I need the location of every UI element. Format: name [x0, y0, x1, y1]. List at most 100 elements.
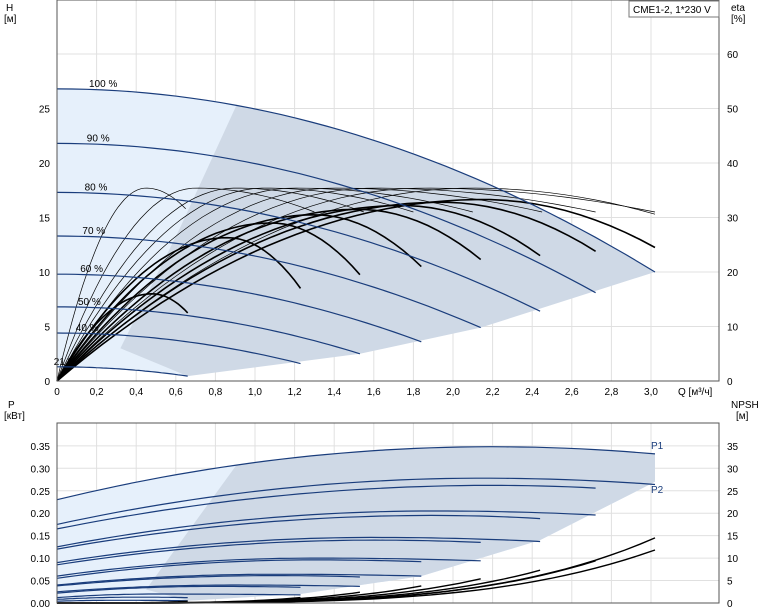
x-tick-label: 2,2	[486, 387, 500, 398]
npsh-tick-label: 10	[727, 554, 739, 565]
head-tick-label: 25	[39, 105, 51, 116]
power-tick-label: 0.30	[31, 464, 51, 475]
power-tick-label: 0.25	[31, 487, 51, 498]
eta-tick-label: 30	[727, 214, 739, 225]
power-curve	[56, 573, 422, 586]
head-curve-80	[56, 191, 541, 312]
head-curve-50	[57, 306, 361, 355]
power-curve	[56, 536, 541, 564]
eta-tick-label: 0	[727, 377, 733, 388]
x-tick-label: 1,8	[406, 387, 420, 398]
power-tick-label: 0.00	[31, 599, 51, 610]
x-tick-label: 1,0	[248, 387, 262, 398]
x-tick-label: 3,0	[644, 387, 658, 398]
efficiency-curve	[56, 198, 656, 382]
speed-labels: 100 % 90 % 80 % 70 % 60 % 50 % 40 % 21 %	[54, 79, 118, 368]
x-tick-label: 1,6	[367, 387, 381, 398]
head-curves	[56, 88, 656, 377]
npsh-tick-label: 0	[727, 599, 733, 610]
power-tick-label: 0.15	[31, 532, 51, 543]
npsh-tick-label: 25	[727, 487, 739, 498]
series-label-p1: P1	[651, 441, 664, 452]
efficiency-curve	[56, 222, 361, 382]
eta-tick-label: 10	[727, 323, 739, 334]
chart-title-box	[628, 0, 720, 18]
power-curve	[56, 514, 541, 550]
head-curve-60	[57, 273, 422, 343]
power-tick-label: 0.35	[31, 442, 51, 453]
power-curve	[56, 477, 656, 525]
iso-efficiency-curve	[56, 187, 186, 382]
head-efficiency-plot: 100 % 90 % 80 % 70 % 60 % 50 % 40 % 21 % 0 0,2 0,…	[4, 0, 746, 398]
power-curve	[56, 510, 596, 548]
power-curve	[56, 559, 422, 579]
x-tick-label: 2,0	[446, 387, 460, 398]
power-curve	[56, 584, 360, 593]
x-tick-label: 0	[54, 387, 60, 398]
iso-efficiency-curve	[56, 187, 414, 382]
efficiency-curve	[56, 236, 302, 382]
speed-label: 70 %	[82, 226, 105, 237]
y-axis-unit-eta: [%]	[731, 14, 746, 25]
iso-efficiency-curve	[56, 187, 473, 382]
head-tick-label: 10	[39, 268, 51, 279]
head-tick-label: 15	[39, 214, 51, 225]
efficiency-curve	[56, 213, 422, 382]
speed-label: 90 %	[87, 133, 110, 144]
efficiency-curve	[56, 292, 189, 382]
x-tick-labels: 0 0,2 0,4 0,6 0,8 1,0 1,2 1,4 1,6 1,8 2,0 2,2 2,4 2,6…	[54, 387, 658, 398]
speed-label: 60 %	[80, 264, 103, 275]
power-curve	[56, 593, 301, 599]
iso-efficiency-curve	[56, 187, 596, 382]
x-tick-label: 0,4	[129, 387, 143, 398]
npsh-tick-label: 5	[727, 577, 733, 588]
head-tick-label: 20	[39, 159, 51, 170]
x-tick-label: 1,4	[327, 387, 341, 398]
x-tick-label: 0,6	[169, 387, 183, 398]
efficiency-curves	[56, 198, 656, 382]
head-curve-40	[56, 332, 301, 365]
speed-label: 50 %	[78, 297, 101, 308]
power-tick-labels: 0.00 0.05 0.10 0.15 0.20 0.25 0.30 0.35	[31, 442, 51, 610]
speed-label: 40 %	[76, 323, 99, 334]
power-curve	[56, 484, 596, 530]
power-curve	[56, 446, 656, 501]
bottom-plot-frame	[56, 422, 720, 604]
npsh-tick-label: 30	[727, 464, 739, 475]
efficiency-curve	[56, 201, 597, 382]
y-axis-label-npsh: NPSH	[731, 400, 759, 411]
eta-tick-labels: 0 10 20 30 40 50 60	[727, 50, 739, 388]
top-operating-area	[120, 105, 655, 377]
y-axis-unit-power: [кВт]	[4, 411, 25, 422]
power-curve	[56, 539, 481, 566]
head-curve-100	[56, 88, 656, 273]
iso-efficiency-curve	[56, 187, 365, 382]
speed-label: 21 %	[54, 357, 77, 368]
x-axis-label: Q [м³/ч]	[678, 387, 713, 398]
head-curve-90	[56, 142, 596, 294]
head-tick-label: 5	[44, 323, 50, 334]
npsh-tick-labels: 0 5 10 15 20 25 30 35	[727, 442, 739, 610]
speed-label: 100 %	[89, 79, 117, 90]
head-curve-21	[57, 366, 188, 377]
x-tick-label: 2,8	[604, 387, 618, 398]
x-tick-label: 0,2	[90, 387, 104, 398]
y-axis-label-power: P	[8, 400, 15, 411]
npsh-tick-label: 15	[727, 532, 739, 543]
x-tick-label: 0,8	[208, 387, 222, 398]
power-curve	[56, 599, 188, 602]
efficiency-curve	[56, 204, 541, 382]
power-curve	[56, 557, 481, 577]
x-tick-label: 2,4	[525, 387, 539, 398]
y-axis-unit-npsh: [м]	[736, 411, 749, 422]
head-tick-label: 0	[44, 377, 50, 388]
power-curve	[56, 596, 188, 600]
power-tick-label: 0.10	[31, 554, 51, 565]
y-axis-unit-head: [м]	[4, 14, 17, 25]
eta-tick-label: 60	[727, 50, 739, 61]
top-plot-frame	[56, 0, 720, 382]
power-curve	[56, 575, 360, 587]
series-label-p2: P2	[651, 485, 664, 496]
power-tick-label: 0.05	[31, 577, 51, 588]
